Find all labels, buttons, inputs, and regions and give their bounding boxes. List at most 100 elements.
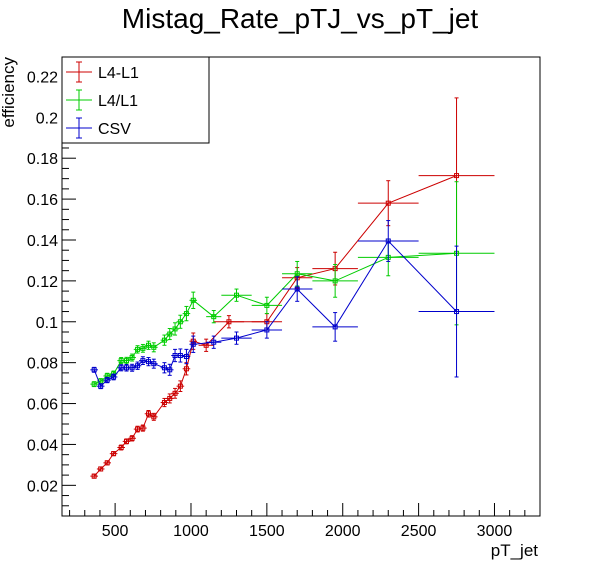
point-marker — [211, 339, 217, 345]
point-marker — [211, 314, 217, 320]
data-point — [182, 362, 191, 376]
point-marker — [332, 278, 338, 284]
data-point — [144, 340, 153, 350]
y-axis: 0.02 0.04 0.06 0.08 0.1 0.12 0.14 0.16 0.18 0.2 0.… — [27, 65, 76, 507]
series-l4-l1 — [90, 97, 495, 479]
data-point — [160, 362, 169, 374]
point-marker — [385, 200, 391, 206]
point-marker — [111, 374, 117, 380]
point-marker — [123, 358, 129, 364]
data-point — [251, 321, 283, 339]
point-marker — [234, 292, 240, 298]
x-tick-label: 1500 — [249, 523, 285, 540]
data-point — [357, 180, 419, 227]
point-marker — [161, 337, 167, 343]
point-marker — [190, 297, 196, 303]
data-point — [171, 387, 179, 399]
data-point — [109, 451, 118, 457]
data-point — [176, 380, 185, 392]
point-marker — [190, 341, 196, 347]
data-point — [109, 373, 118, 381]
data-point — [165, 393, 174, 404]
data-point — [96, 383, 105, 390]
point-marker — [385, 238, 391, 244]
point-marker — [177, 319, 183, 325]
data-point — [182, 348, 191, 365]
data-point — [150, 412, 158, 421]
data-point — [96, 466, 105, 472]
data-point — [139, 424, 147, 432]
data-point — [133, 425, 142, 433]
chart-title: Mistag_Rate_pTJ_vs_pT_jet — [122, 3, 479, 34]
y-tick-label: 0.1 — [36, 315, 58, 332]
data-point — [165, 328, 174, 341]
x-tick-label: 3000 — [477, 523, 513, 540]
point-marker — [129, 365, 135, 371]
point-marker — [129, 435, 135, 441]
data-point — [418, 245, 495, 378]
y-tick-label: 0.16 — [27, 192, 58, 209]
point-marker — [104, 377, 110, 383]
data-point — [357, 220, 419, 262]
y-axis-label: efficiency — [0, 57, 18, 128]
data-point — [189, 335, 198, 353]
data-point — [133, 345, 142, 354]
point-marker — [454, 173, 460, 179]
data-point — [144, 410, 153, 418]
data-point — [176, 348, 185, 363]
data-point — [103, 460, 112, 466]
legend-entry: L4-L1 — [66, 61, 139, 83]
point-marker — [177, 353, 183, 359]
data-point — [128, 353, 136, 362]
legend: L4-L1 L4/L1 CSV — [61, 56, 210, 144]
plot-frame — [61, 56, 541, 517]
point-marker — [161, 400, 167, 406]
data-point — [206, 310, 222, 324]
data-point — [282, 276, 313, 302]
point-marker — [98, 466, 104, 472]
point-marker — [294, 271, 300, 277]
point-marker — [145, 411, 151, 417]
y-tick-label: 0.22 — [27, 69, 58, 86]
point-marker — [167, 331, 173, 337]
data-point — [221, 331, 252, 345]
legend-label: CSV — [98, 121, 131, 138]
y-tick-label: 0.12 — [27, 274, 58, 291]
data-point — [128, 363, 136, 372]
y-tick-label: 0.02 — [27, 478, 58, 495]
point-marker — [140, 345, 146, 351]
series-csv — [90, 220, 495, 390]
data-point — [221, 288, 252, 302]
point-marker — [151, 414, 157, 420]
data-point — [312, 312, 358, 342]
point-marker — [118, 445, 124, 451]
point-marker — [294, 286, 300, 292]
x-tick-label: 1000 — [173, 523, 209, 540]
data-point — [312, 264, 358, 298]
point-marker — [91, 381, 97, 387]
point-marker — [151, 344, 157, 350]
point-marker — [135, 363, 141, 369]
point-marker — [104, 460, 110, 466]
data-point — [206, 335, 222, 349]
point-marker — [151, 361, 157, 367]
data-point — [165, 363, 174, 376]
x-tick-label: 2500 — [401, 523, 437, 540]
point-marker — [140, 358, 146, 364]
data-point — [198, 338, 214, 352]
x-axis: 500 1000 1500 2000 2500 3000 — [69, 503, 541, 540]
point-marker — [177, 383, 183, 389]
point-marker — [172, 326, 178, 332]
point-marker — [135, 346, 141, 352]
y-tick-label: 0.14 — [27, 233, 58, 250]
data-point — [103, 376, 112, 384]
data-point — [150, 342, 158, 353]
data-point — [90, 381, 98, 388]
point-marker — [145, 359, 151, 365]
point-marker — [161, 365, 167, 371]
point-marker — [264, 302, 270, 308]
data-point — [150, 358, 158, 369]
y-tick-label: 0.18 — [27, 151, 58, 168]
data-point — [213, 315, 245, 329]
